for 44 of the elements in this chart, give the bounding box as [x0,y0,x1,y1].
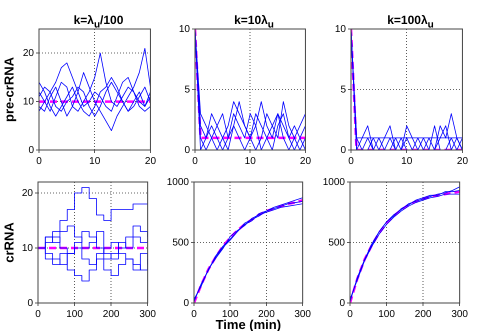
x-tick-label: 300 [294,308,312,320]
chart-title: k=100λ$_{u}$ [387,13,434,30]
x-tick-label: 20 [456,156,468,167]
y-tick-label: 20 [22,48,34,59]
x-tick-label: 0 [348,156,354,167]
y-tick-label: 10 [334,24,346,35]
x-tick-label: 0 [35,308,42,320]
y-tick-label: 0 [340,144,346,156]
y-axis-title: pre-crRNA [1,56,16,122]
chart-title: k=10λ$_{u}$ [234,13,274,30]
x-tick-label: 300 [451,308,468,320]
x-tick-label: 20 [300,156,312,167]
x-tick-label: 10 [244,156,256,167]
x-tick-label: 0 [192,156,198,167]
y-tick-label: 0 [339,298,346,309]
x-tick-label: 100 [378,308,396,320]
x-tick-label: 200 [102,308,120,320]
y-tick-label: 20 [22,188,34,199]
y-tick-label: 500 [328,237,346,248]
y-tick-label: 500 [172,237,190,248]
x-tick-label: 20 [144,156,156,167]
x-tick-label: 100 [222,308,239,320]
y-tick-label: 0 [183,298,190,309]
y-tick-label: 10 [178,24,190,35]
x-tick-label: 300 [139,308,156,320]
y-tick-label: 1000 [322,176,346,188]
y-tick-label: 0 [27,298,34,309]
x-tick-label: 200 [414,308,432,320]
y-tick-label: 5 [184,84,190,96]
y-axis-title: crRNA [1,222,16,263]
x-tick-label: 10 [89,156,101,167]
chart-title: k=λ$_{u}$/100 [72,13,124,30]
y-tick-label: 1000 [166,176,190,188]
x-tick-label: 0 [347,308,354,320]
y-tick-label: 0 [184,144,190,156]
x-tick-label: 100 [66,308,84,320]
y-tick-label: 10 [22,242,34,254]
x-tick-label: 10 [401,156,413,167]
x-tick-label: 0 [191,308,198,320]
x-tick-label: 200 [258,308,276,320]
y-tick-label: 10 [22,96,34,108]
y-tick-label: 5 [340,84,346,96]
x-tick-label: 0 [36,156,42,167]
y-tick-label: 0 [28,144,34,156]
